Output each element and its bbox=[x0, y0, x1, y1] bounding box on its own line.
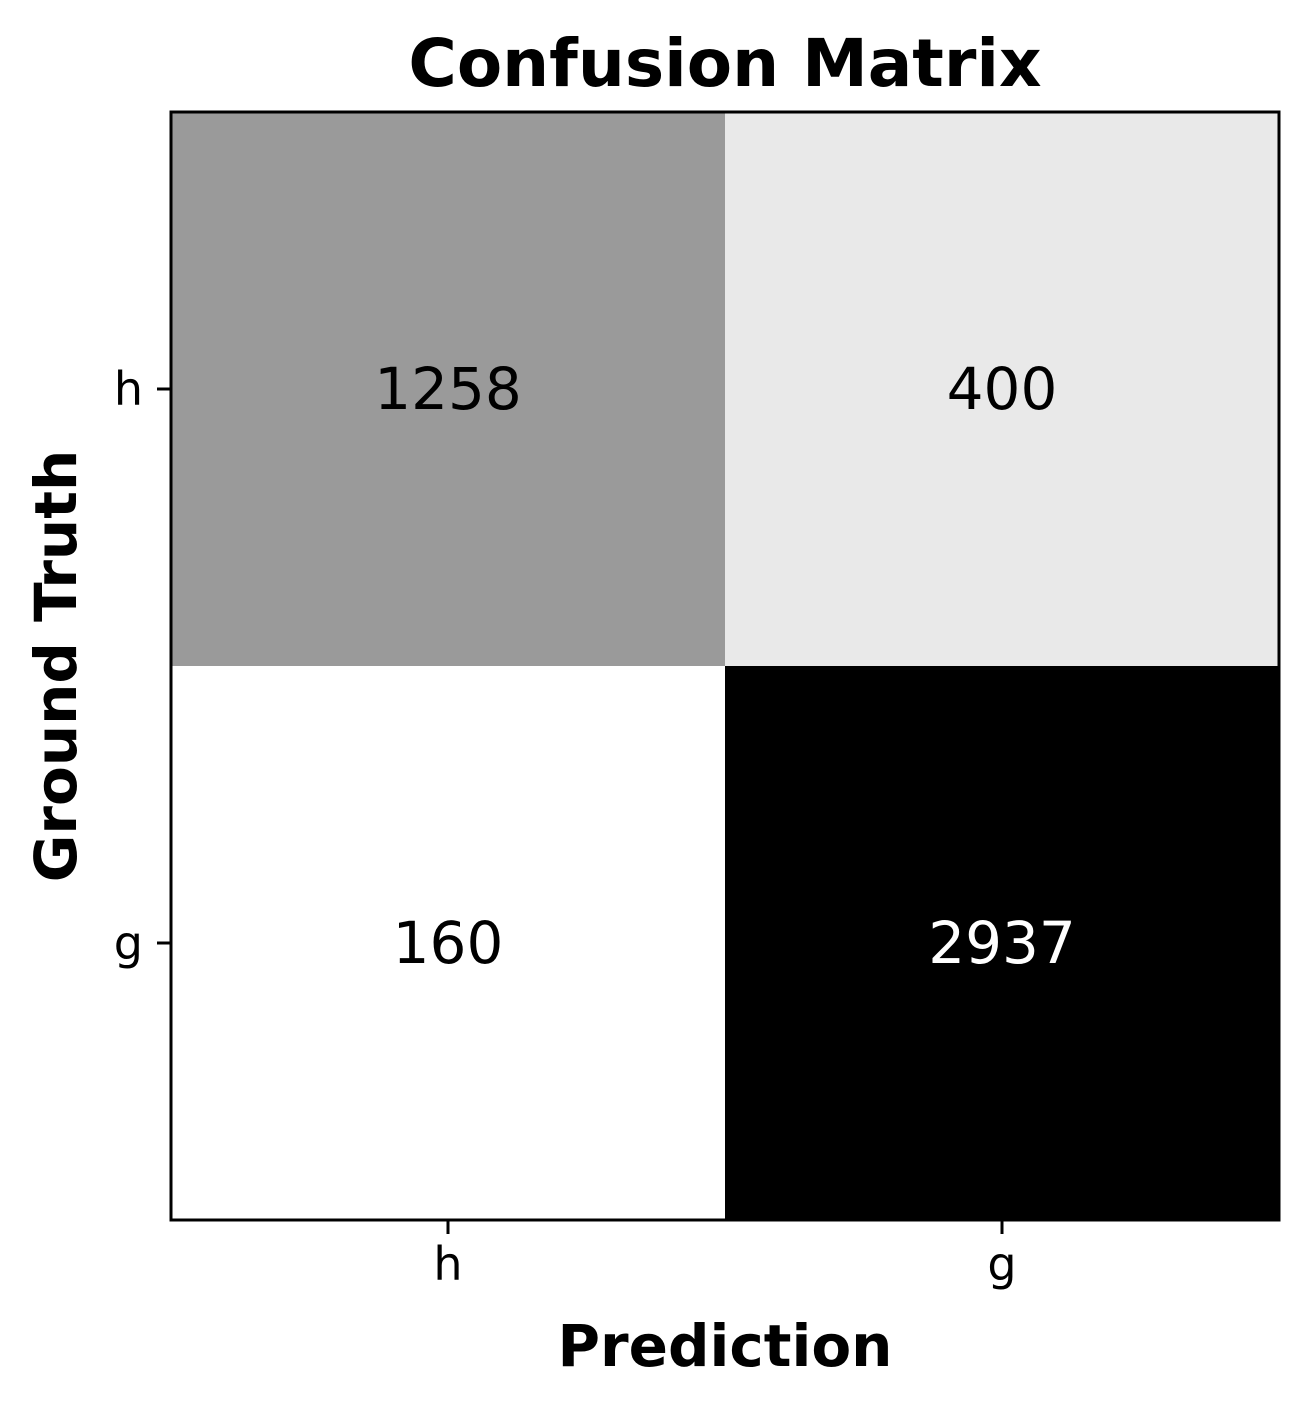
y-tick-label-h: h bbox=[114, 362, 143, 416]
x-tick-label-h: h bbox=[433, 1237, 462, 1291]
y-axis-ticks: hg bbox=[114, 362, 171, 970]
x-axis-label: Prediction bbox=[558, 1312, 893, 1380]
heatmap-cells bbox=[171, 112, 1279, 1220]
cell-value-h-g: 400 bbox=[947, 355, 1058, 423]
y-tick-label-g: g bbox=[114, 916, 143, 970]
plot-frame bbox=[169, 110, 1281, 1222]
cell-h-h bbox=[171, 112, 725, 666]
cell-g-h bbox=[171, 666, 725, 1220]
x-tick-label-g: g bbox=[987, 1237, 1016, 1291]
cell-h-g bbox=[725, 112, 1279, 666]
cell-value-g-h: 160 bbox=[393, 909, 504, 977]
y-axis-label: Ground Truth bbox=[22, 450, 90, 882]
cell-value-h-h: 1258 bbox=[374, 355, 522, 423]
chart-title: Confusion Matrix bbox=[408, 25, 1041, 102]
cell-value-g-g: 2937 bbox=[928, 909, 1076, 977]
heatmap-cell-labels: 1258 400 160 2937 bbox=[374, 355, 1076, 977]
cell-g-g bbox=[725, 666, 1279, 1220]
